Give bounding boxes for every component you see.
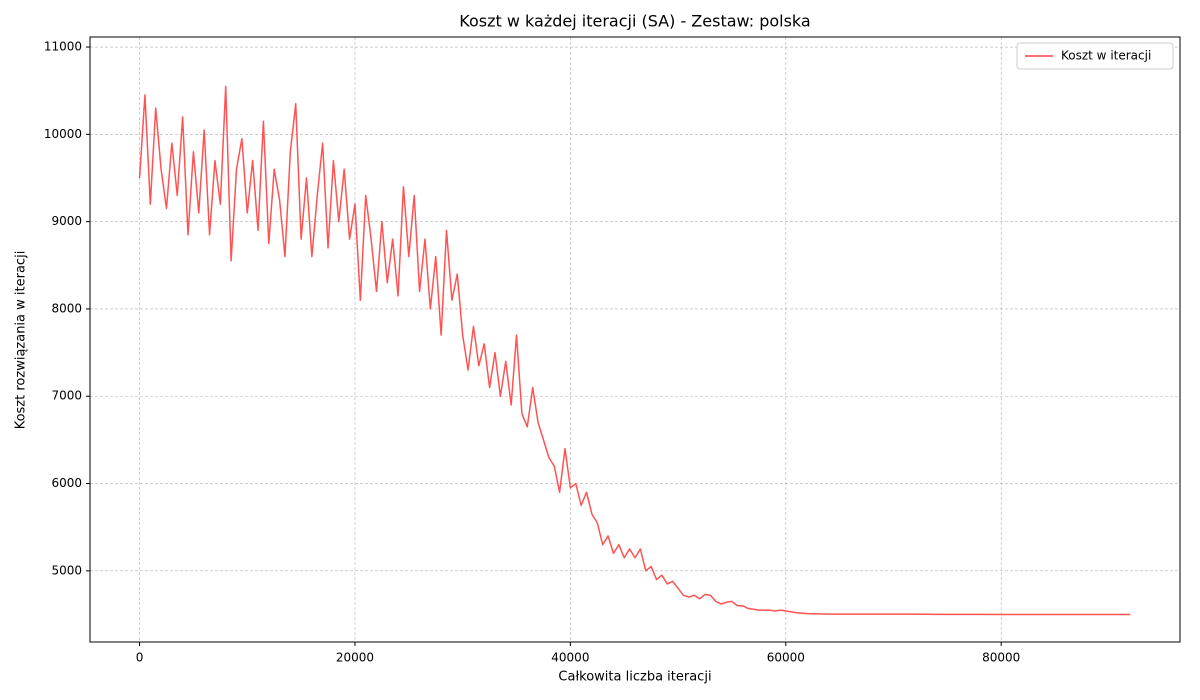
y-tick-label: 8000	[51, 301, 82, 315]
y-tick-label: 7000	[51, 389, 82, 403]
legend-box	[1016, 42, 1174, 70]
y-tick-label: 9000	[51, 214, 82, 228]
x-tick-label: 60000	[767, 651, 805, 665]
y-axis-label: Koszt rozwiązania w iteracji	[14, 251, 29, 430]
y-tick-label: 5000	[51, 563, 82, 577]
plot-frame	[89, 36, 1181, 643]
legend-label: Koszt w iteracji	[1061, 49, 1151, 63]
x-tick-label: 80000	[982, 651, 1020, 665]
y-tick-label: 6000	[51, 476, 82, 490]
y-tick-label: 10000	[44, 127, 82, 141]
series-line	[138, 85, 1131, 616]
x-axis-label: Całkowita liczba iteracji	[558, 670, 711, 685]
x-tick-label: 20000	[336, 651, 374, 665]
x-tick-label: 0	[136, 651, 144, 665]
x-tick-label: 40000	[551, 651, 589, 665]
y-tick-label: 11000	[44, 40, 82, 54]
chart-title: Koszt w każdej iteracji (SA) - Zestaw: p…	[459, 12, 810, 31]
